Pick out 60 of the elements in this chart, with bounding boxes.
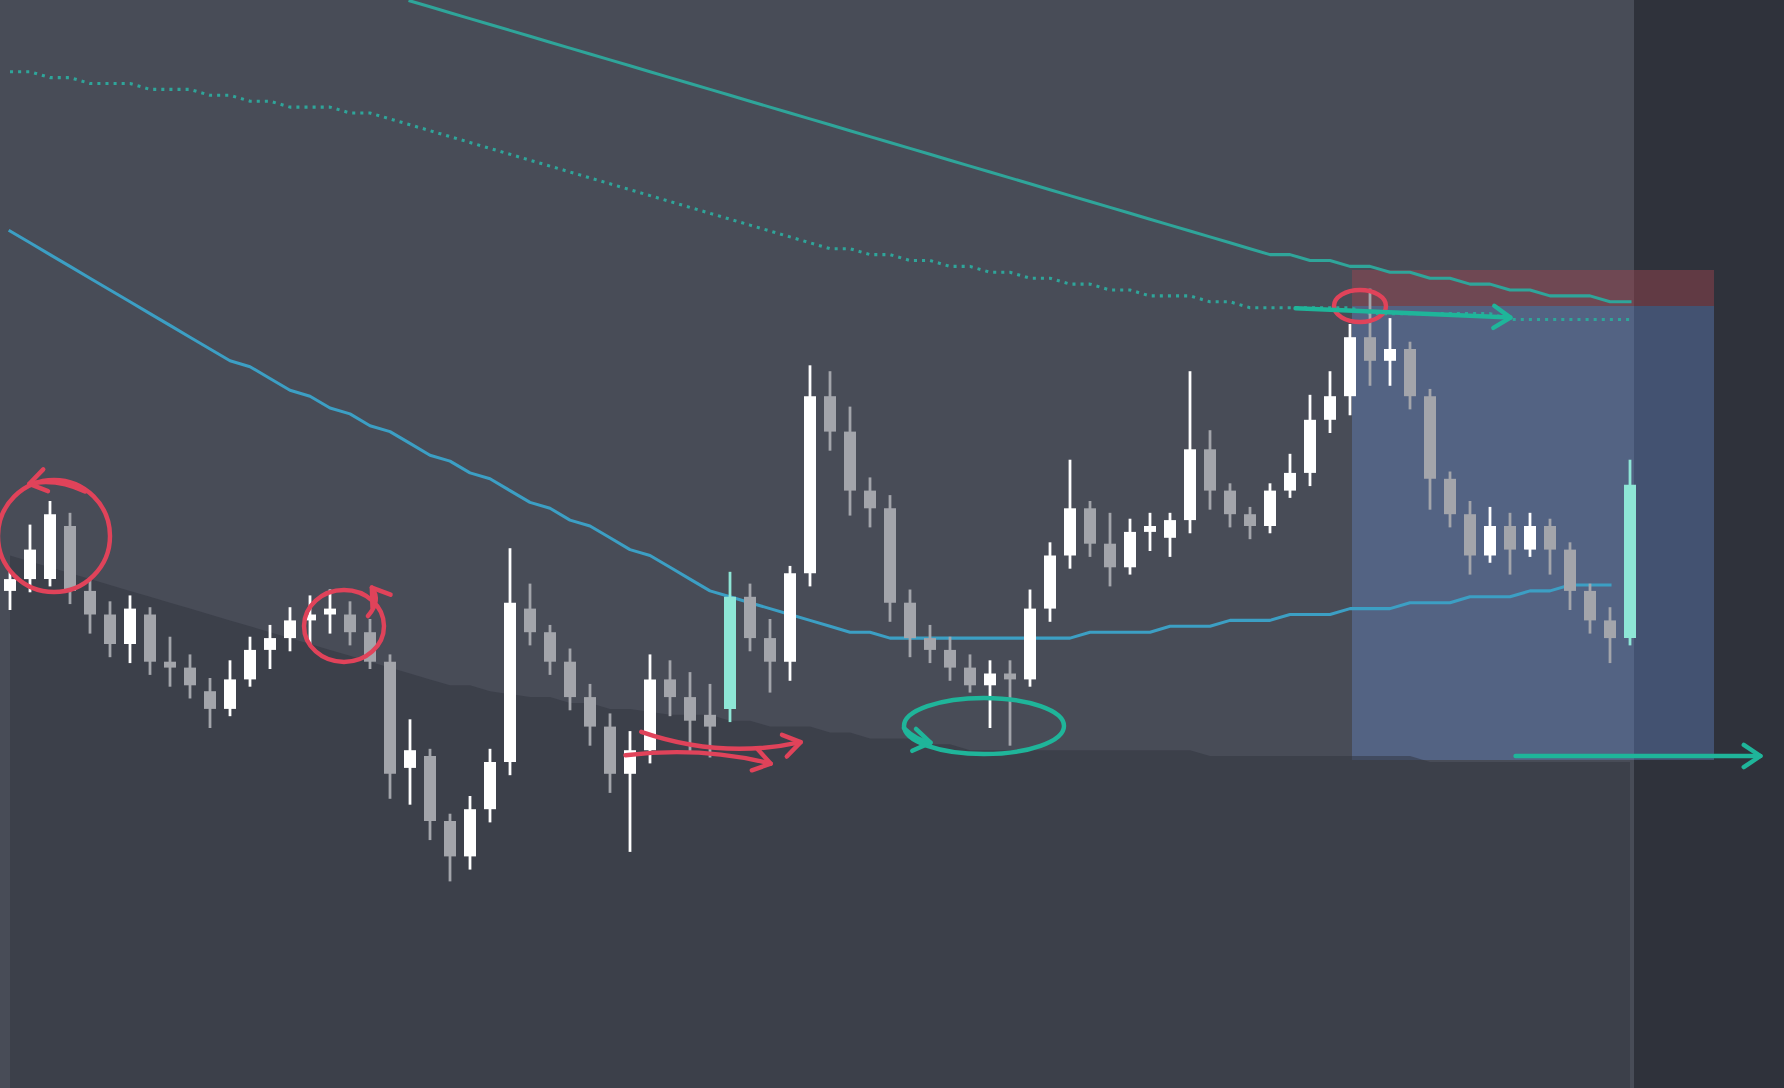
candlestick <box>1604 607 1616 664</box>
candlestick <box>1144 512 1156 551</box>
candlestick <box>524 583 536 646</box>
candlestick <box>104 601 116 658</box>
candlestick <box>464 796 476 870</box>
candlestick <box>224 660 236 717</box>
candlestick <box>964 654 976 693</box>
candlestick <box>1524 512 1536 557</box>
candlestick <box>664 660 676 717</box>
candlestick <box>1244 506 1256 540</box>
candlestick <box>144 607 156 675</box>
candlestick <box>244 636 256 687</box>
candlestick <box>184 654 196 699</box>
candlestick <box>704 683 716 758</box>
candlestick <box>1084 501 1096 557</box>
candlestick <box>1364 288 1376 386</box>
candlestick <box>864 477 876 528</box>
candlestick <box>1104 512 1116 587</box>
candlestick <box>264 624 276 669</box>
candlestick <box>924 624 936 664</box>
candlestick <box>944 636 956 681</box>
candlestick <box>1464 501 1476 575</box>
candlestick <box>204 678 216 728</box>
candlestick <box>984 660 996 728</box>
candlestick <box>1384 318 1396 386</box>
candlestick <box>584 683 596 746</box>
candlestick <box>1504 512 1516 575</box>
candlestick <box>1264 483 1276 534</box>
candlestick <box>1564 542 1576 610</box>
candlestick <box>24 524 36 593</box>
candlestick <box>1324 371 1336 433</box>
candlestick <box>764 619 776 693</box>
candlestick <box>744 583 756 652</box>
candlestick <box>1544 518 1556 575</box>
candlestick <box>1224 483 1236 528</box>
candlestick <box>544 624 556 675</box>
candlestick <box>1404 341 1416 410</box>
candlestick <box>124 595 136 664</box>
candlestick <box>484 748 496 823</box>
candlestick <box>404 719 416 805</box>
candlestick <box>1204 430 1216 510</box>
candlestick <box>284 607 296 652</box>
candlestick <box>904 589 916 658</box>
candlestick <box>444 813 456 882</box>
candlestick <box>604 713 616 793</box>
candlestick <box>324 589 336 634</box>
candlestick <box>1164 512 1176 557</box>
candlestick <box>1064 459 1076 569</box>
candlestick <box>684 672 696 752</box>
candlestick <box>84 577 96 634</box>
candlestick <box>1124 518 1136 575</box>
candlestick <box>1584 583 1596 634</box>
candlestick <box>344 601 356 646</box>
candlestick <box>1484 506 1496 563</box>
candlestick <box>1444 471 1456 528</box>
candlestick <box>164 636 176 687</box>
candlestick <box>824 371 836 451</box>
candlestick <box>4 571 16 610</box>
candlestick <box>564 648 576 711</box>
candlestick <box>1284 453 1296 498</box>
